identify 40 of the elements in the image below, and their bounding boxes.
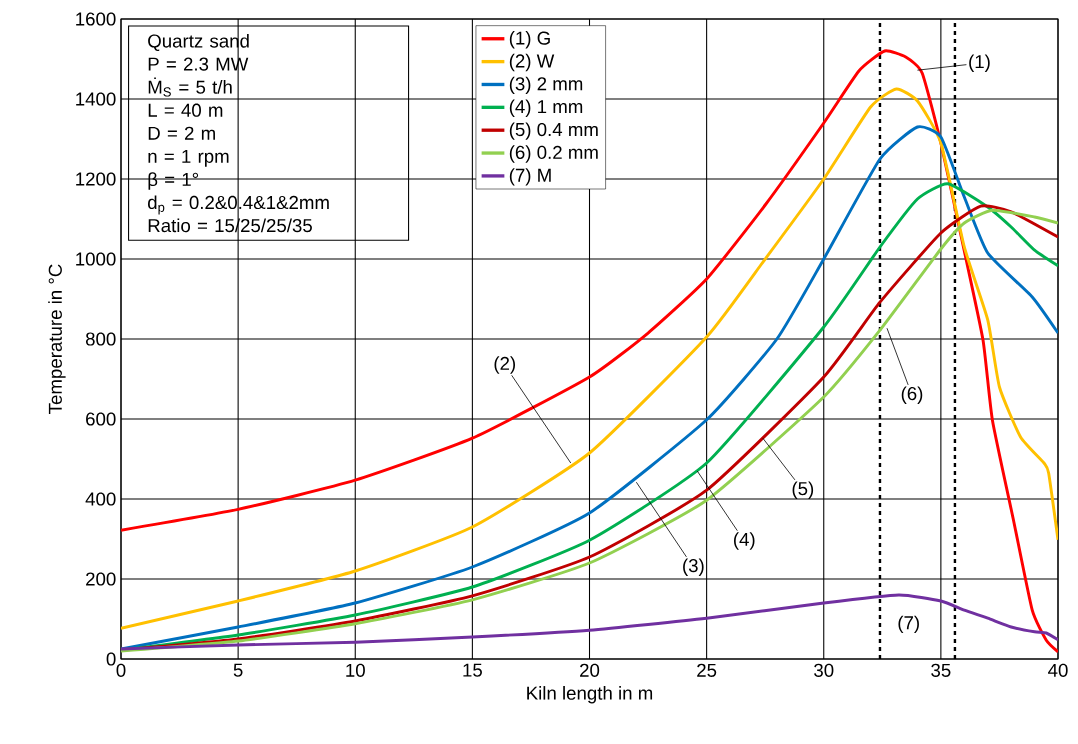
x-tick-label: 35 <box>931 663 951 677</box>
x-tick-label: 0 <box>116 663 126 677</box>
y-tick-label: 800 <box>85 332 116 346</box>
annotation: Ṁ$_{S}$ = 5 t/h <box>148 77 232 97</box>
annotation: (4) <box>734 532 755 550</box>
legend-label: (4) 1 mm <box>509 99 583 117</box>
y-axis-title: Temperature in °C <box>48 264 66 414</box>
annotation: n = 1 rpm <box>148 149 229 167</box>
annotation: (5) <box>792 481 814 499</box>
annotation: L = 40 m <box>148 103 223 117</box>
legend-label: (6) 0.2 mm <box>509 145 598 163</box>
annotation: D = 2 m <box>148 126 215 140</box>
annotation: (6) <box>901 386 923 404</box>
line-series <box>121 593 1058 651</box>
x-tick-label: 15 <box>463 663 482 677</box>
annotation: (2) <box>494 356 516 374</box>
x-tick-label: 25 <box>697 663 717 677</box>
x-axis-title: Kiln length in m <box>527 686 653 704</box>
legend-label: (1) G <box>509 30 550 49</box>
y-tick-label: 1200 <box>76 172 116 186</box>
legend-label: (2) W <box>509 53 555 72</box>
y-tick-label: 400 <box>85 492 116 506</box>
annotation: (3) <box>683 558 704 576</box>
y-tick-label: 1600 <box>76 12 116 26</box>
x-tick-label: 5 <box>233 663 243 677</box>
annotation: (7) <box>898 615 919 634</box>
y-tick-label: 1400 <box>76 92 116 106</box>
annotation: β = 1° <box>148 172 199 190</box>
annotation: (1) <box>969 54 990 72</box>
y-tick-label: 1000 <box>76 252 116 266</box>
x-tick-label: 30 <box>814 663 834 677</box>
legend-label: (3) 2 mm <box>509 76 583 95</box>
y-tick-label: 0 <box>106 652 116 666</box>
x-tick-label: 10 <box>346 663 365 677</box>
x-tick-label: 20 <box>580 663 600 677</box>
y-tick-label: 200 <box>86 572 116 586</box>
x-tick-label: 40 <box>1048 663 1068 677</box>
legend-label: (7) M <box>509 168 551 186</box>
legend-label: (5) 0.4 mm <box>509 122 598 140</box>
y-tick-label: 600 <box>86 412 116 426</box>
